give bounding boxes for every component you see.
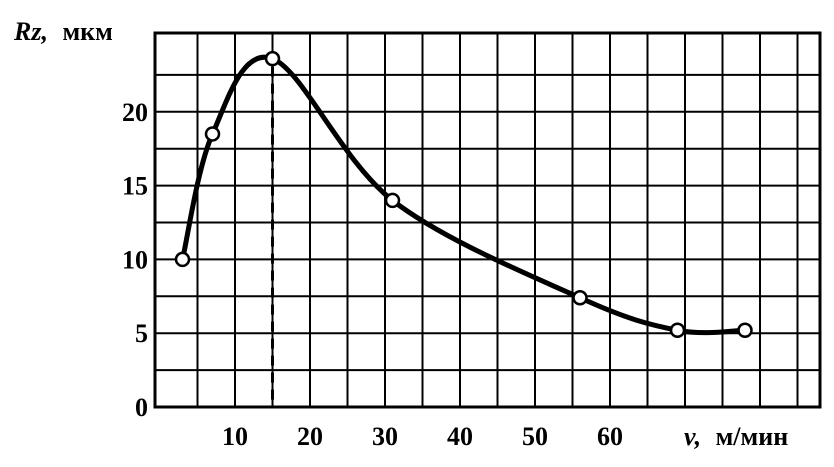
data-point (264, 50, 281, 67)
y-tick-label: 10 (122, 245, 148, 274)
x-tick-label: 60 (597, 422, 623, 451)
x-tick-label: 30 (372, 422, 398, 451)
y-axis-ticks: 0 5 10 15 20 (122, 98, 148, 422)
x-axis-variable: v, (684, 422, 701, 451)
series-curve (180, 54, 748, 336)
data-points (174, 50, 753, 338)
plot-frame (153, 31, 822, 409)
y-tick-label: 5 (135, 319, 148, 348)
x-tick-label: 50 (522, 422, 548, 451)
data-point (737, 322, 753, 338)
data-point (204, 126, 221, 142)
x-axis-unit: м/мин (716, 422, 789, 451)
y-tick-label: 0 (135, 393, 148, 422)
data-point (669, 322, 686, 338)
grid (153, 31, 822, 409)
x-axis-title: v, м/мин (684, 422, 788, 451)
y-tick-label: 15 (122, 172, 148, 201)
y-axis-title: Rz, мкм (13, 17, 113, 46)
x-tick-label: 10 (222, 422, 248, 451)
y-tick-label: 20 (122, 98, 148, 127)
x-tick-label: 20 (297, 422, 323, 451)
y-axis-variable: Rz, (13, 17, 48, 46)
x-tick-label: 40 (447, 422, 473, 451)
x-axis-ticks: 10 20 30 40 50 60 (222, 422, 623, 451)
y-axis-unit: мкм (62, 17, 112, 46)
data-point (384, 192, 401, 209)
data-point (174, 251, 191, 268)
data-point (572, 290, 588, 306)
